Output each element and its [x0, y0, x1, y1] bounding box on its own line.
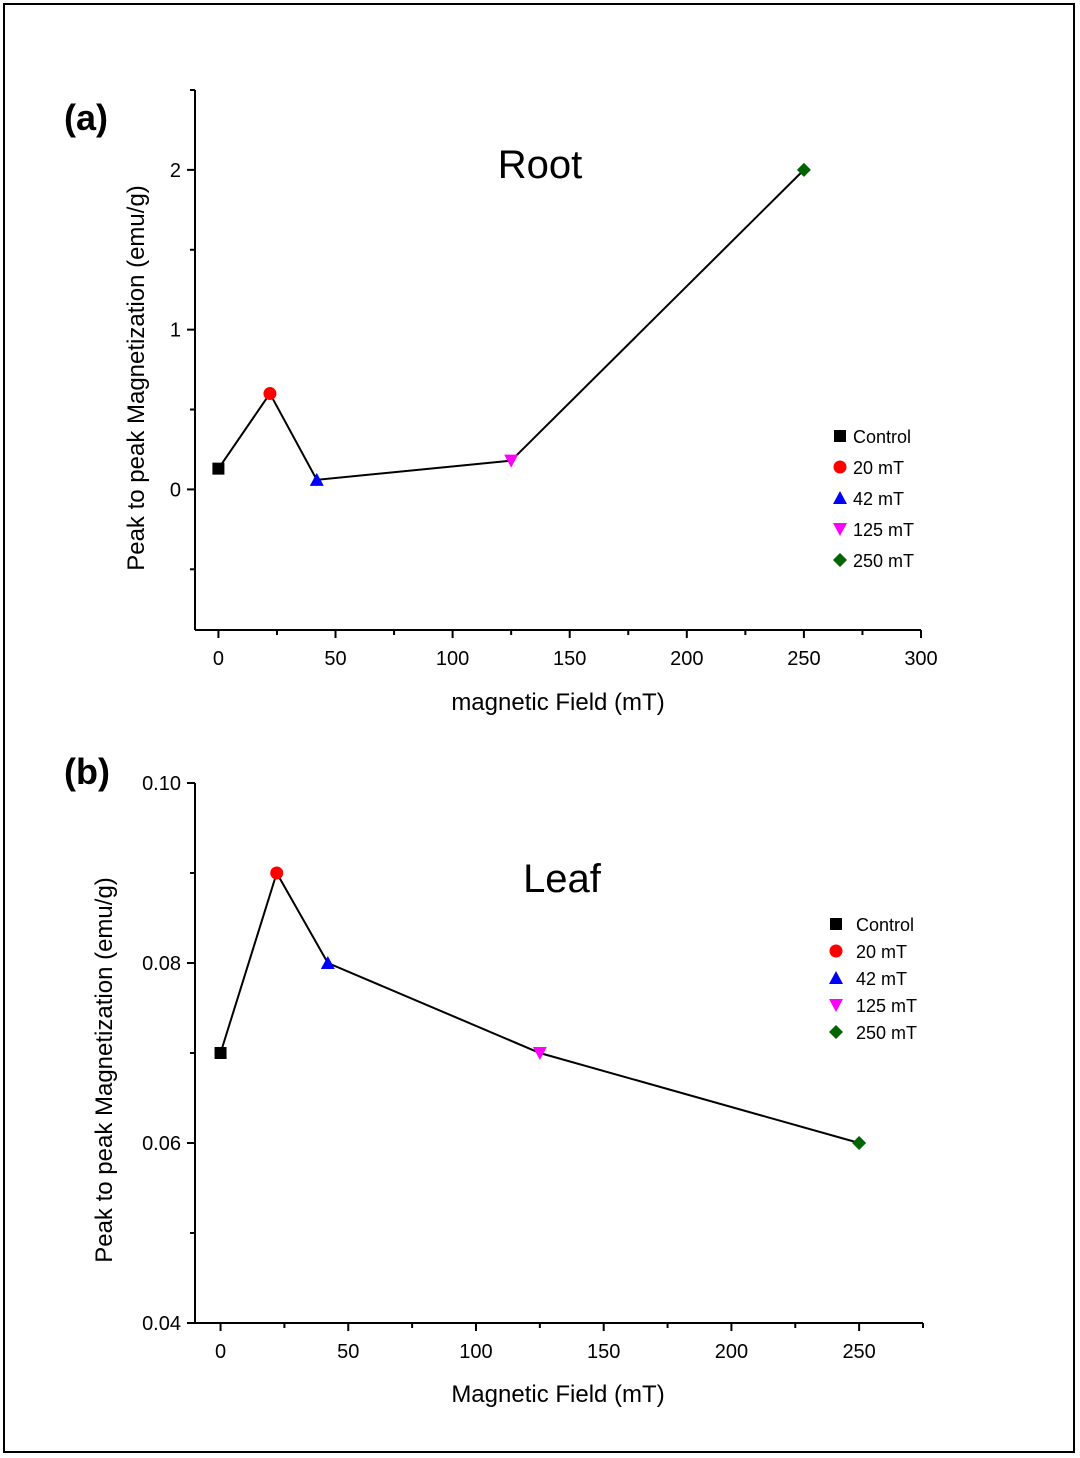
chart-a-x-tick-label: 150	[553, 648, 586, 670]
chart-a-x-tick-label: 250	[787, 648, 820, 670]
chart-a-legend-label: 42 mT	[853, 489, 904, 509]
chart-a-legend-marker-125-mt	[833, 523, 847, 536]
chart-b-x-tick-label: 150	[587, 1341, 620, 1363]
chart-b-x-tick-label: 250	[842, 1341, 875, 1363]
chart-a-series-line	[217, 169, 805, 481]
chart-b-xlabel: Magnetic Field (mT)	[451, 1381, 664, 1408]
chart-a-legend-label: 20 mT	[853, 458, 904, 478]
chart-b-legend-marker-42-mt	[829, 971, 843, 984]
chart-a-legend-marker-control	[834, 430, 846, 442]
chart-b-legend-label: 20 mT	[856, 942, 907, 962]
chart-b-legend-marker-250-mt	[829, 1025, 843, 1039]
chart-a-point-250-mt	[796, 162, 811, 177]
chart-a-legend-label: Control	[853, 427, 911, 447]
chart-b-legend-marker-20-mt	[829, 944, 843, 958]
chart-b-y-tick-label: 0.10	[142, 773, 181, 795]
chart-a-legend-marker-250-mt	[833, 553, 847, 567]
chart-b-y-tick-label: 0.08	[142, 953, 181, 975]
chart-a-x-tick-label: 300	[904, 648, 937, 670]
chart-a-x-tick-label: 0	[213, 648, 224, 670]
figure-frame	[3, 3, 1075, 1453]
chart-b-x-tick-label: 50	[337, 1341, 359, 1363]
chart-b-point-42-mt	[320, 956, 335, 969]
chart-a-legend-marker-42-mt	[833, 491, 847, 504]
chart-a-x-tick-label: 200	[670, 648, 703, 670]
chart-a-point-20-mt	[263, 387, 277, 401]
chart-a-y-tick-label: 1	[170, 320, 181, 342]
chart-a-legend-label: 125 mT	[853, 520, 914, 540]
chart-b-series-line	[219, 870, 860, 1144]
chart-b-ylabel: Peak to peak Magnetization (emu/g)	[91, 877, 118, 1263]
chart-b-legend-label: 42 mT	[856, 969, 907, 989]
chart-b-point-20-mt	[270, 866, 284, 880]
chart-b-legend-label: 250 mT	[856, 1023, 917, 1043]
chart-b-title: Leaf	[523, 857, 602, 901]
chart-a-title: Root	[498, 143, 583, 187]
panel-b-label: (b)	[64, 751, 110, 792]
panel-a-label: (a)	[64, 97, 108, 138]
chart-b-legend-marker-125-mt	[829, 999, 843, 1012]
chart-b-x-tick-label: 200	[715, 1341, 748, 1363]
chart-b-point-125-mt	[532, 1047, 547, 1060]
chart-b-point-250-mt	[852, 1136, 867, 1150]
chart-b-legend-label: 125 mT	[856, 996, 917, 1016]
chart-b-y-tick-label: 0.04	[142, 1313, 181, 1335]
chart-b-legend-label: Control	[856, 915, 914, 935]
chart-a-legend-marker-20-mt	[833, 460, 847, 474]
chart-a-x-tick-label: 100	[436, 648, 469, 670]
chart-marks: 0 50 100 150 200 250 300 0 1 2 Control 20 mT 42 mT 12…	[142, 89, 938, 1363]
chart-a-point-control	[212, 462, 225, 475]
chart-a-point-42-mt	[309, 472, 324, 486]
chart-a-xlabel: magnetic Field (mT)	[451, 689, 664, 716]
chart-a-ylabel: Peak to peak Magnetization (emu/g)	[123, 185, 150, 571]
chart-a-y-tick-label: 0	[170, 479, 181, 501]
chart-a-y-tick-label: 2	[170, 160, 181, 182]
chart-b-x-tick-label: 100	[459, 1341, 492, 1363]
chart-b-y-tick-label: 0.06	[142, 1133, 181, 1155]
chart-b-point-control	[214, 1047, 227, 1059]
chart-b-legend-marker-control	[830, 918, 842, 930]
chart-b-x-tick-label: 0	[215, 1341, 226, 1363]
chart-a-point-125-mt	[504, 454, 519, 468]
chart-a-legend-label: 250 mT	[853, 551, 914, 571]
chart-a-x-tick-label: 50	[324, 648, 346, 670]
